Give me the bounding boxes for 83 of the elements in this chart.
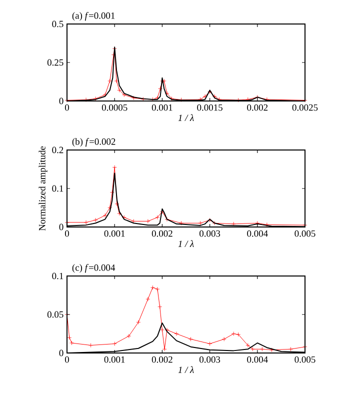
x-tick-label: 0 — [64, 230, 70, 237]
point — [188, 336, 193, 342]
point — [222, 336, 226, 342]
point — [269, 348, 274, 352]
point — [122, 92, 126, 98]
point — [102, 213, 108, 218]
y-tick-label: 0.5 — [52, 20, 64, 28]
point — [67, 335, 72, 340]
point — [108, 206, 112, 210]
point — [155, 286, 160, 292]
x-tick-label: 0.0025 — [292, 104, 318, 111]
point — [155, 96, 160, 100]
y-tick-label: 0.1 — [52, 185, 64, 192]
point — [260, 346, 264, 352]
point — [255, 220, 260, 226]
x-axis-title: 1 / λ — [178, 240, 194, 248]
y-axis-title: Normalized amplitude — [38, 146, 48, 231]
point — [212, 94, 217, 99]
point — [236, 98, 241, 102]
x-tick-label: 0 — [64, 356, 70, 363]
y-tick-label: 0.1 — [52, 272, 64, 280]
point — [231, 332, 236, 336]
x-tick-label: 0.004 — [247, 356, 268, 363]
point — [160, 328, 164, 332]
point — [208, 342, 212, 346]
point — [246, 343, 250, 348]
x-tick-label: 0.0005 — [102, 104, 128, 111]
y-tick-label: 0.25 — [47, 59, 64, 66]
x-tick-label: 0 — [64, 104, 70, 111]
point — [155, 215, 160, 220]
point — [198, 220, 202, 226]
point — [146, 296, 150, 302]
point — [150, 285, 155, 290]
y-tick-label: 0 — [59, 224, 64, 230]
point — [158, 304, 162, 309]
point — [250, 346, 255, 352]
y-tick-label: 0 — [59, 350, 64, 356]
chart-title: (c) f=0.004 — [72, 264, 116, 273]
point — [126, 334, 132, 338]
x-tick-label: 0.005 — [294, 356, 316, 363]
point — [93, 218, 98, 222]
point — [88, 343, 93, 348]
point — [117, 88, 122, 92]
point — [174, 332, 179, 336]
chart-title: (b) f=0.002 — [72, 138, 116, 147]
x-tick-label: 0.002 — [247, 104, 268, 111]
point — [110, 190, 114, 195]
chart-title: (a) f=0.001 — [72, 12, 115, 21]
point — [93, 96, 98, 101]
point — [162, 346, 167, 352]
x-tick-label: 0.004 — [247, 230, 268, 237]
point — [288, 346, 293, 352]
point — [264, 222, 270, 227]
x-tick-label: 0.001 — [104, 356, 125, 363]
y-tick-label: 0.2 — [52, 146, 64, 154]
x-axis-title: 1 / λ — [178, 114, 194, 122]
x-tick-label: 0.001 — [152, 104, 172, 111]
point — [70, 340, 74, 346]
point — [158, 86, 162, 91]
point — [112, 165, 117, 170]
x-tick-label: 0.001 — [104, 230, 125, 237]
x-tick-label: 0.002 — [152, 356, 172, 363]
point — [164, 91, 170, 96]
point — [136, 320, 141, 324]
point — [202, 94, 208, 99]
x-tick-label: 0.002 — [152, 230, 172, 237]
x-tick-label: 0.0015 — [197, 104, 222, 111]
point — [236, 332, 241, 337]
point — [84, 220, 88, 225]
y-tick-label: 0.05 — [47, 311, 64, 318]
point — [179, 220, 184, 226]
point — [212, 220, 217, 226]
point — [164, 217, 170, 222]
point — [112, 342, 117, 346]
x-axis-title: 1 / λ — [178, 366, 194, 374]
point — [146, 219, 150, 224]
x-tick-label: 0.003 — [200, 230, 220, 237]
point — [114, 78, 119, 84]
y-tick-label: 0 — [59, 98, 64, 104]
x-tick-label: 0.005 — [294, 230, 316, 237]
point — [131, 219, 136, 224]
point — [114, 202, 120, 206]
x-tick-label: 0.003 — [200, 356, 220, 363]
